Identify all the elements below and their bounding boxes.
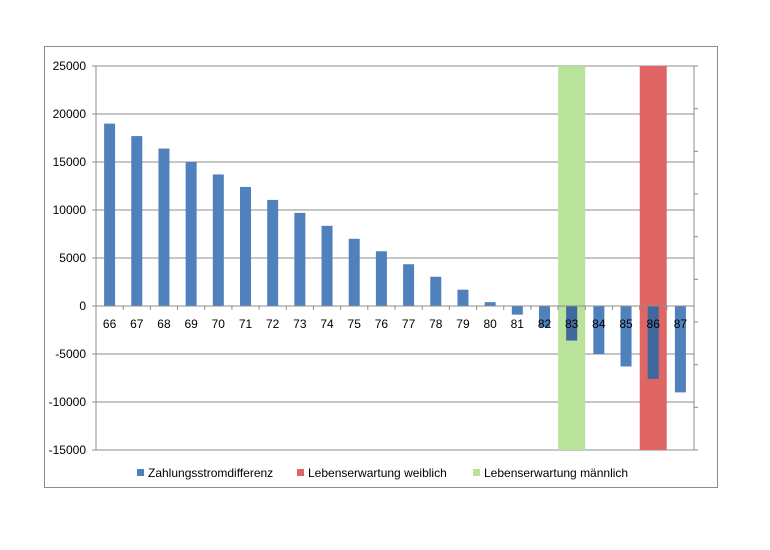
legend-swatch (137, 469, 144, 476)
bar-band-overlap (647, 306, 659, 379)
bar (267, 199, 279, 306)
y-tick-label: -10000 (49, 395, 87, 409)
bar (321, 225, 333, 306)
bar (403, 264, 415, 306)
band-bar-overlap (566, 306, 659, 379)
bar (375, 251, 387, 306)
bar (185, 162, 197, 306)
bar (674, 306, 686, 393)
x-tick-label: 79 (456, 317, 470, 331)
x-tick-label: 68 (157, 317, 171, 331)
bar (348, 238, 360, 306)
axes (92, 65, 698, 451)
bar (104, 123, 116, 306)
y-tick-label: 20000 (53, 107, 87, 121)
x-tick-label: 73 (293, 317, 307, 331)
x-tick-label: 84 (592, 317, 606, 331)
legend-label: Lebenserwartung weiblich (308, 466, 447, 480)
bar (158, 148, 170, 306)
y-tick-label: 15000 (53, 155, 87, 169)
bar (620, 306, 632, 367)
highlight-band (558, 66, 586, 450)
x-tick-label: 83 (565, 317, 579, 331)
y-tick-label: -15000 (49, 443, 87, 457)
x-tick-label: 85 (619, 317, 633, 331)
bar (593, 306, 605, 354)
y-tick-label: 10000 (53, 203, 87, 217)
bar (430, 276, 442, 306)
bar (647, 306, 659, 379)
bars (104, 123, 686, 393)
x-tick-label: 80 (483, 317, 497, 331)
x-axis-tick-labels: 66 67 68 69 70 71 72 73 74 75 76 77 78 79 80 81 82 83 84 85… (103, 317, 687, 331)
x-tick-label: 72 (266, 317, 280, 331)
legend-label: Lebenserwartung männlich (484, 466, 628, 480)
x-tick-label: 78 (429, 317, 443, 331)
bar-band-overlap (566, 306, 578, 341)
highlight-bands (558, 66, 667, 450)
y-tick-label: 0 (79, 299, 86, 313)
y-tick-label: 5000 (59, 251, 86, 265)
highlight-band (639, 66, 667, 450)
bar (539, 306, 550, 328)
bar (131, 136, 143, 306)
legend-swatch (297, 469, 304, 476)
x-tick-label: 74 (320, 317, 334, 331)
legend: Zahlungsstromdifferenz Lebenserwartung we… (137, 466, 628, 480)
y-axis-tick-labels: 25000 20000 15000 10000 5000 0 -5000 -10000 -150… (49, 59, 87, 457)
x-tick-label: 71 (239, 317, 253, 331)
legend-label: Zahlungsstromdifferenz (148, 466, 273, 480)
bar (484, 302, 496, 306)
x-tick-label: 75 (348, 317, 362, 331)
bar (240, 186, 251, 306)
x-tick-label: 67 (130, 317, 144, 331)
bar (212, 174, 224, 306)
x-tick-label: 82 (538, 317, 552, 331)
x-tick-label: 69 (184, 317, 198, 331)
x-tick-label: 87 (674, 317, 688, 331)
bar (294, 212, 306, 306)
x-tick-label: 81 (511, 317, 525, 331)
x-tick-label: 77 (402, 317, 416, 331)
y-tick-label: -5000 (55, 347, 86, 361)
x-tick-label: 66 (103, 317, 117, 331)
x-tick-label: 70 (212, 317, 226, 331)
y-tick-label: 25000 (53, 59, 87, 73)
legend-swatch (473, 469, 480, 476)
x-tick-label: 76 (375, 317, 389, 331)
bar (566, 306, 578, 341)
x-tick-label: 86 (647, 317, 661, 331)
bar (511, 306, 523, 315)
bar (457, 289, 469, 306)
